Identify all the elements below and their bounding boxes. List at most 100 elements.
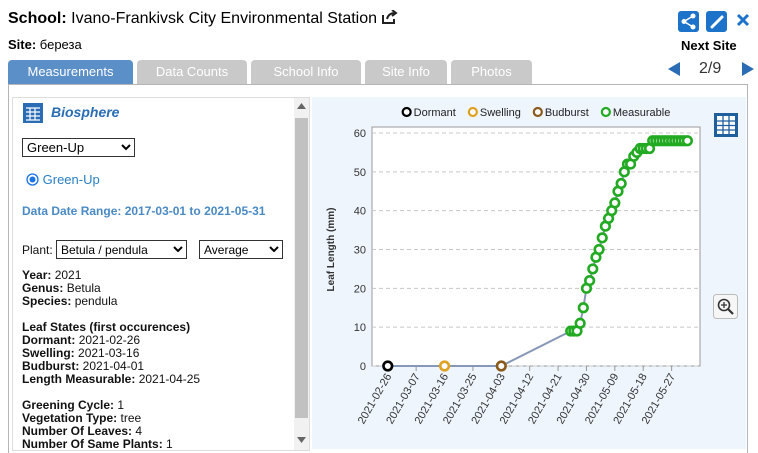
info-value: pendula	[74, 294, 118, 308]
plot-area	[371, 126, 701, 367]
info-row: Vegetation Type: tree	[22, 412, 200, 425]
legend-marker	[532, 106, 543, 118]
site-name: береза	[39, 37, 82, 52]
info-row: Greening Cycle: 1	[22, 399, 200, 412]
data-point	[495, 360, 507, 372]
data-point	[593, 243, 605, 256]
tab[interactable]: Photos	[451, 60, 532, 84]
y-tick-label: 60	[354, 128, 366, 140]
radio-label: Green-Up	[42, 172, 100, 187]
radio-row[interactable]: Green-Up	[26, 172, 100, 187]
data-point	[615, 177, 627, 190]
data-point	[584, 274, 596, 287]
info-value: 2021-04-25	[138, 372, 201, 386]
leaf-states-title: Leaf States (first occurences)	[22, 320, 191, 334]
tab[interactable]: Site Info	[365, 60, 447, 84]
site-index: 2/9	[699, 60, 722, 77]
info-value: 1	[117, 398, 125, 412]
next-site[interactable]	[742, 62, 754, 76]
site-line: Site: береза	[8, 37, 82, 52]
info-label: Length Measurable:	[22, 372, 136, 386]
info-row: Number Of Same Plants: 1	[22, 438, 200, 451]
plant-select[interactable]: Betula / pendula	[56, 240, 187, 259]
info-label: Genus:	[22, 281, 64, 295]
info-value: Betula	[66, 281, 101, 295]
info-row: Genus: Betula	[22, 282, 200, 295]
share-button[interactable]	[678, 11, 699, 32]
external-link-icon[interactable]	[381, 9, 399, 24]
y-tick-label: 50	[354, 167, 366, 179]
info-label: Year:	[22, 268, 52, 282]
plant-info: Year: 2021 Genus: Betula Species: pendula L…	[22, 269, 200, 451]
legend-label: Swelling	[480, 107, 521, 119]
plant-label: Plant:	[22, 243, 53, 257]
info-row: Length Measurable: 2021-04-25	[22, 373, 200, 386]
close-button[interactable]	[736, 13, 750, 27]
y-tick-label: 20	[354, 283, 366, 295]
y-axis-label: Leaf Length (mm)	[326, 208, 337, 292]
legend-label: Measurable	[613, 107, 670, 119]
data-point	[596, 232, 608, 244]
info-label: Number Of Same Plants:	[22, 437, 163, 451]
left-panel: Biosphere Green-Up Green-Up Data Date Ra…	[12, 97, 310, 451]
table-icon	[23, 103, 43, 123]
school-label: School:	[8, 10, 67, 27]
info-value: 2021-03-16	[78, 346, 140, 360]
legend: Dormant Swelling Budburst Measurable	[401, 106, 670, 119]
y-tick-label: 0	[360, 361, 366, 373]
data-point	[574, 317, 586, 329]
info-row: Budburst: 2021-04-01	[22, 360, 200, 373]
protocol-select[interactable]: Green-Up	[22, 138, 135, 157]
school-name: Ivano-Frankivsk City Environmental Stati…	[71, 10, 378, 27]
info-row: Dormant: 2021-02-26	[22, 334, 200, 347]
tab[interactable]: Data Counts	[137, 60, 247, 84]
info-value: 1	[166, 437, 173, 451]
info-value: 4	[135, 424, 143, 438]
tab-panel	[8, 84, 748, 453]
info-label: Greening Cycle:	[22, 398, 115, 412]
info-row: Year: 2021	[22, 269, 200, 282]
scrollbar[interactable]	[294, 98, 309, 450]
legend-marker	[600, 106, 611, 118]
info-label: Dormant:	[22, 333, 76, 347]
data-point	[577, 302, 589, 314]
y-tick-label: 10	[354, 322, 366, 334]
date-range: Data Date Range: 2017-03-01 to 2021-05-3…	[22, 204, 265, 218]
info-row: Swelling: 2021-03-16	[22, 347, 200, 360]
data-point	[681, 135, 693, 147]
prev-site[interactable]	[668, 62, 680, 76]
tab[interactable]: Measurements	[8, 60, 133, 84]
legend-label: Dormant	[414, 107, 456, 119]
legend-marker	[401, 106, 412, 118]
top-icons	[678, 11, 750, 32]
info-row: Species: pendula	[22, 295, 200, 308]
data-point	[382, 360, 394, 372]
info-value: tree	[120, 411, 142, 425]
data-point	[438, 360, 451, 372]
y-tick-label: 30	[354, 245, 366, 257]
info-row: Number Of Leaves: 4	[22, 425, 200, 438]
date-range-label: Data Date Range:	[22, 204, 122, 218]
zoom-button[interactable]	[713, 294, 739, 320]
data-table-button[interactable]	[713, 112, 739, 138]
info-label: Vegetation Type:	[22, 411, 118, 425]
tab[interactable]: School Info	[251, 60, 361, 84]
scroll-thumb[interactable]	[295, 118, 308, 418]
next-site-label: Next Site	[681, 38, 737, 53]
legend-marker	[467, 106, 478, 118]
y-tick-label: 40	[354, 206, 366, 218]
panel-title: Biosphere	[51, 104, 120, 120]
site-nav	[668, 62, 754, 76]
info-value: 2021-02-26	[78, 333, 141, 347]
info-label: Swelling:	[22, 346, 75, 360]
school-line: School: Ivano-Frankivsk City Environment…	[8, 9, 399, 28]
data-point	[587, 263, 599, 275]
stat-select[interactable]: Average	[199, 240, 283, 259]
legend-label: Budburst	[545, 107, 589, 119]
chart: 01020304050602021-02-262021-03-072021-03…	[326, 106, 701, 426]
data-point	[609, 197, 621, 209]
date-range-value: 2017-03-01 to 2021-05-31	[124, 204, 266, 218]
info-label: Number Of Leaves:	[22, 424, 133, 438]
info-label: Species:	[22, 294, 72, 308]
